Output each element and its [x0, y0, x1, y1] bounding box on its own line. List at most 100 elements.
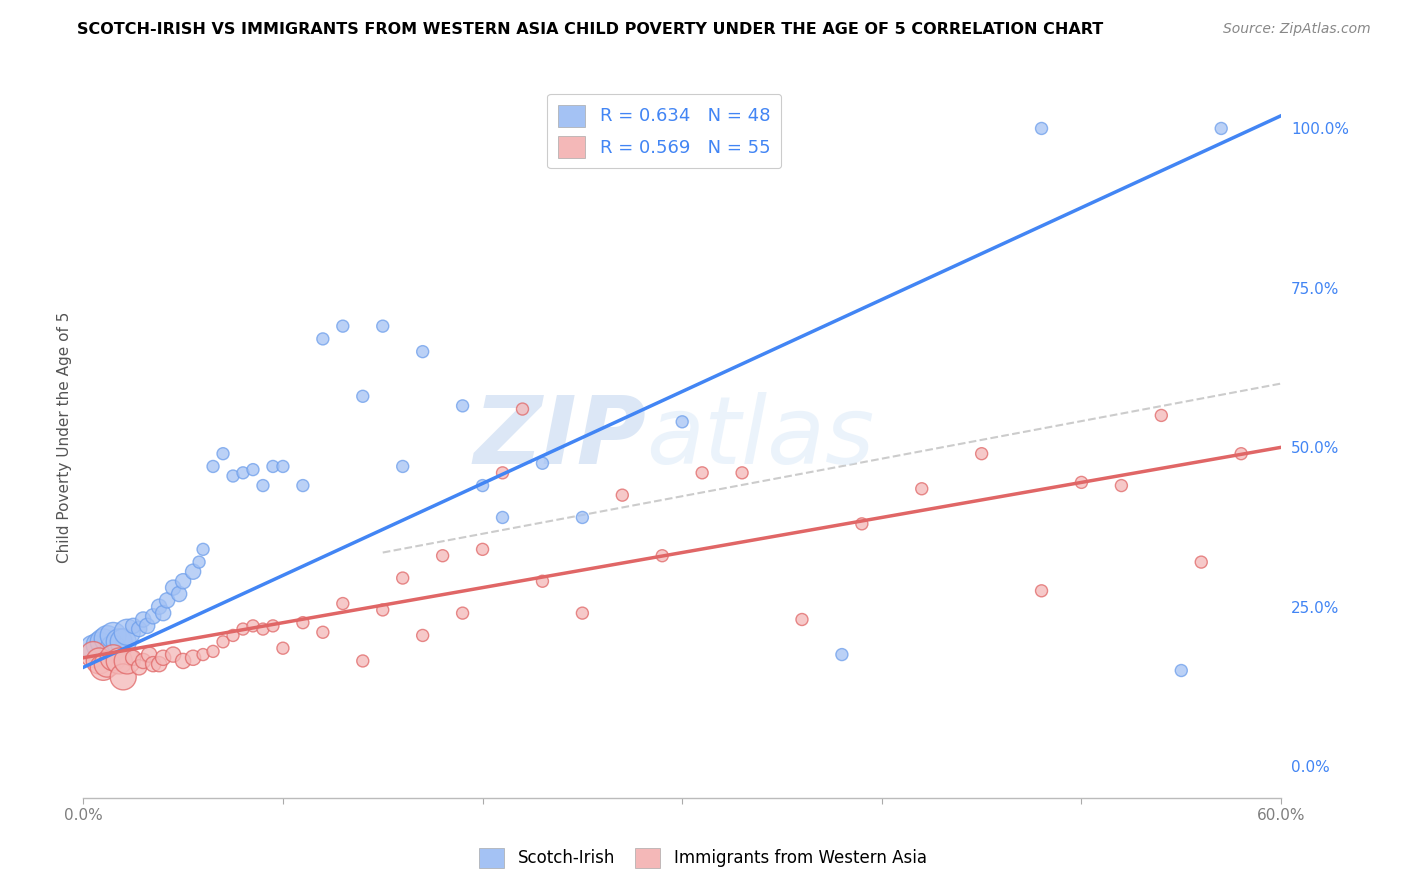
Point [232, 466, 254, 480]
Point [291, 615, 314, 630]
Point [242, 462, 264, 476]
Point [371, 603, 394, 617]
Text: atlas: atlas [647, 392, 875, 483]
Point [188, 555, 211, 569]
Point [531, 456, 554, 470]
Point [112, 635, 135, 649]
Point [451, 399, 474, 413]
Point [96, 657, 118, 672]
Point [148, 599, 170, 614]
Point [371, 319, 394, 334]
Point [352, 389, 374, 403]
Point [312, 625, 335, 640]
Point [103, 641, 125, 656]
Point [242, 619, 264, 633]
Point [167, 587, 190, 601]
Point [222, 469, 245, 483]
Point [271, 641, 294, 656]
Point [115, 654, 138, 668]
Point [148, 657, 170, 672]
Point [82, 641, 104, 656]
Point [89, 638, 111, 652]
Point [91, 660, 114, 674]
Point [332, 319, 354, 334]
Point [112, 670, 135, 684]
Point [1230, 447, 1253, 461]
Text: Source: ZipAtlas.com: Source: ZipAtlas.com [1223, 22, 1371, 37]
Point [1070, 475, 1092, 490]
Point [731, 466, 754, 480]
Point [432, 549, 454, 563]
Legend: Scotch-Irish, Immigrants from Western Asia: Scotch-Irish, Immigrants from Western As… [472, 841, 934, 875]
Point [152, 650, 174, 665]
Point [162, 581, 184, 595]
Point [122, 650, 145, 665]
Point [412, 344, 434, 359]
Point [202, 644, 225, 658]
Point [571, 606, 593, 620]
Point [491, 510, 513, 524]
Point [911, 482, 934, 496]
Point [1031, 583, 1053, 598]
Point [1031, 121, 1053, 136]
Point [262, 459, 284, 474]
Point [531, 574, 554, 589]
Point [202, 459, 225, 474]
Point [222, 628, 245, 642]
Point [512, 402, 534, 417]
Point [491, 466, 513, 480]
Point [970, 447, 993, 461]
Point [471, 478, 494, 492]
Point [252, 622, 274, 636]
Point [571, 510, 593, 524]
Point [291, 478, 314, 492]
Point [82, 648, 104, 662]
Point [152, 606, 174, 620]
Point [115, 625, 138, 640]
Point [162, 648, 184, 662]
Point [252, 478, 274, 492]
Point [156, 593, 179, 607]
Point [172, 654, 194, 668]
Point [412, 628, 434, 642]
Point [191, 542, 214, 557]
Point [132, 613, 155, 627]
Point [136, 619, 159, 633]
Point [831, 648, 853, 662]
Point [612, 488, 634, 502]
Point [91, 635, 114, 649]
Point [262, 619, 284, 633]
Point [103, 650, 125, 665]
Point [332, 597, 354, 611]
Point [232, 622, 254, 636]
Point [128, 660, 150, 674]
Point [1170, 664, 1192, 678]
Y-axis label: Child Poverty Under the Age of 5: Child Poverty Under the Age of 5 [58, 312, 72, 564]
Point [391, 459, 413, 474]
Point [471, 542, 494, 557]
Point [690, 466, 713, 480]
Point [96, 632, 118, 646]
Point [138, 648, 160, 662]
Point [181, 565, 204, 579]
Point [451, 606, 474, 620]
Point [181, 650, 204, 665]
Point [1189, 555, 1212, 569]
Point [132, 654, 155, 668]
Point [312, 332, 335, 346]
Point [89, 654, 111, 668]
Point [172, 574, 194, 589]
Point [391, 571, 413, 585]
Text: SCOTCH-IRISH VS IMMIGRANTS FROM WESTERN ASIA CHILD POVERTY UNDER THE AGE OF 5 CO: SCOTCH-IRISH VS IMMIGRANTS FROM WESTERN … [77, 22, 1104, 37]
Point [142, 609, 165, 624]
Point [103, 628, 125, 642]
Point [352, 654, 374, 668]
Point [122, 619, 145, 633]
Legend: R = 0.634   N = 48, R = 0.569   N = 55: R = 0.634 N = 48, R = 0.569 N = 55 [547, 94, 782, 169]
Point [128, 622, 150, 636]
Point [1211, 121, 1233, 136]
Point [271, 459, 294, 474]
Point [851, 516, 873, 531]
Point [212, 447, 235, 461]
Point [651, 549, 673, 563]
